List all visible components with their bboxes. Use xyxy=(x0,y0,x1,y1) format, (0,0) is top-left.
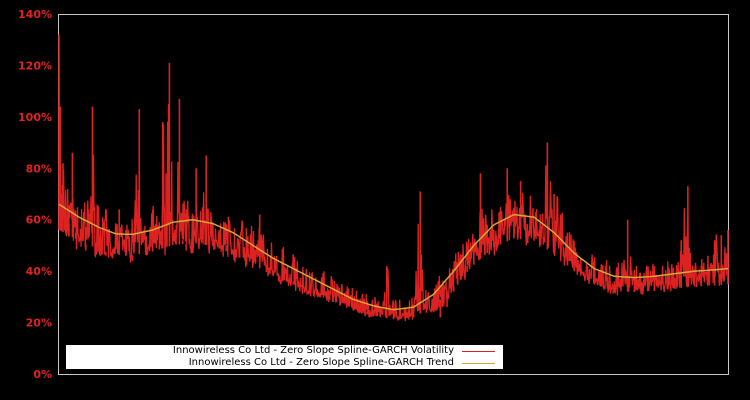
legend-label-volatility: Innowireless Co Ltd - Zero Slope Spline-… xyxy=(172,345,454,356)
legend-item-volatility: Innowireless Co Ltd - Zero Slope Spline-… xyxy=(173,345,495,357)
legend-label-trend: Innowireless Co Ltd - Zero Slope Spline-… xyxy=(188,357,454,368)
y-tick-label: 120% xyxy=(18,59,52,72)
legend-swatch-volatility xyxy=(462,350,495,352)
y-tick-label: 20% xyxy=(26,317,52,330)
legend: Innowireless Co Ltd - Zero Slope Spline-… xyxy=(66,345,503,369)
y-axis-ticks: 0% 20% 40% 60% 80% 100% 120% 140% xyxy=(18,8,52,381)
series-layer xyxy=(58,34,729,322)
y-tick-label: 0% xyxy=(33,368,52,381)
plot-area xyxy=(58,14,729,375)
trend-line xyxy=(58,203,729,311)
y-tick-label: 140% xyxy=(18,8,52,21)
legend-swatch-trend xyxy=(462,362,495,364)
volatility-line xyxy=(58,65,729,322)
y-tick-label: 40% xyxy=(26,265,52,278)
legend-item-trend: Innowireless Co Ltd - Zero Slope Spline-… xyxy=(189,357,495,369)
y-tick-label: 100% xyxy=(18,111,52,124)
y-tick-label: 60% xyxy=(26,214,52,227)
y-tick-label: 80% xyxy=(26,162,52,175)
